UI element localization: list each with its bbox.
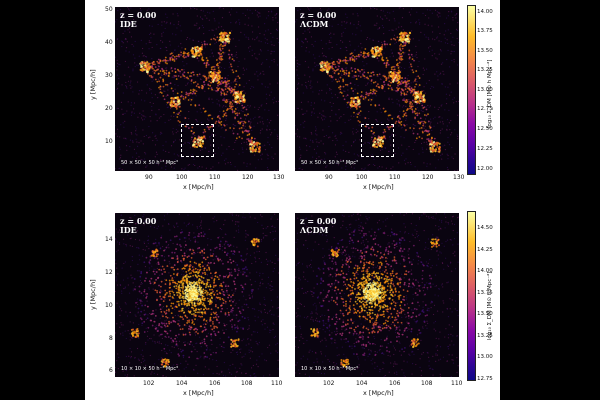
y-axis-label-top: y [Mpc/h] [89,69,97,100]
xtick: 102 [323,380,335,387]
ytick: 14 [105,236,113,243]
redshift-label: z = 0.00 [300,216,337,226]
xtick: 104 [176,380,188,387]
xtick: 90 [325,174,333,181]
redshift-label: z = 0.00 [300,10,337,20]
model-label: IDE [120,19,137,29]
zoom-region-box [181,124,214,157]
model-label: ΛCDM [300,225,329,235]
ytick: 12 [105,269,113,276]
cbar-tick: 13.75 [477,290,493,296]
cbar-tick: 12.75 [477,376,493,382]
x-axis-label-top-left: x [Mpc/h] [183,183,214,191]
xtick: 110 [209,174,221,181]
xtick: 110 [271,380,283,387]
ytick: 10 [105,138,113,145]
zoom-region-box [361,124,394,157]
model-label: IDE [120,225,137,235]
panel-bottom-ide: z = 0.00 IDE 10 × 10 × 50 h⁻³ Mpc³ [115,213,279,377]
density-map-top-lcdm [295,7,459,171]
ytick: 40 [105,39,113,46]
x-axis-label-bottom-right: x [Mpc/h] [363,389,394,397]
xtick: 104 [356,380,368,387]
xtick: 90 [145,174,153,181]
density-map-bottom-ide [115,213,279,377]
model-label: ΛCDM [300,19,329,29]
cbar-tick: 14.00 [477,9,493,15]
redshift-label: z = 0.00 [120,216,157,226]
redshift-label: z = 0.00 [120,10,157,20]
box-size-label: 50 × 50 × 50 h⁻³ Mpc³ [301,160,359,166]
y-axis-label-bottom: y [Mpc/h] [89,279,97,310]
cbar-tick: 12.75 [477,106,493,112]
box-size-label: 10 × 10 × 50 h⁻³ Mpc³ [121,366,179,372]
xtick: 120 [422,174,434,181]
figure: z = 0.00 IDE 50 × 50 × 50 h⁻³ Mpc³ z = 0.… [85,0,500,400]
colorbar-top [467,5,476,175]
x-axis-label-bottom-left: x [Mpc/h] [183,389,214,397]
ytick: 50 [105,6,113,13]
xtick: 130 [453,174,465,181]
cbar-tick: 14.25 [477,247,493,253]
ytick: 10 [105,302,113,309]
xtick: 106 [209,380,221,387]
cbar-tick: 13.25 [477,333,493,339]
cbar-tick: 13.50 [477,311,493,317]
density-map-bottom-lcdm [295,213,459,377]
ytick: 30 [105,72,113,79]
colorbar-bottom [467,211,476,381]
xtick: 100 [356,174,368,181]
box-size-label: 50 × 50 × 50 h⁻³ Mpc³ [121,160,179,166]
colorbar-label-top: log₁₀ Σ_DM [M⊙ h Mpc⁻²] [487,59,493,129]
panel-top-lcdm: z = 0.00 ΛCDM 50 × 50 × 50 h⁻³ Mpc³ [295,7,459,171]
panel-top-ide: z = 0.00 IDE 50 × 50 × 50 h⁻³ Mpc³ [115,7,279,171]
colorbar-label-bottom: log₁₀ Σ_DM [M⊙ h Mpc⁻²] [487,271,493,341]
xtick: 130 [273,174,285,181]
xtick: 110 [389,174,401,181]
xtick: 106 [389,380,401,387]
cbar-tick: 14.00 [477,268,493,274]
cbar-tick: 12.00 [477,166,493,172]
ytick: 20 [105,105,113,112]
cbar-tick: 13.00 [477,354,493,360]
ytick: 6 [109,367,113,374]
cbar-tick: 13.00 [477,87,493,93]
cbar-tick: 13.50 [477,48,493,54]
cbar-tick: 13.25 [477,67,493,73]
density-map-top-ide [115,7,279,171]
cbar-tick: 12.50 [477,126,493,132]
xtick: 102 [143,380,155,387]
xtick: 108 [421,380,433,387]
cbar-tick: 13.75 [477,28,493,34]
xtick: 110 [451,380,463,387]
x-axis-label-top-right: x [Mpc/h] [363,183,394,191]
xtick: 100 [176,174,188,181]
cbar-tick: 14.50 [477,225,493,231]
ytick: 8 [109,335,113,342]
xtick: 120 [242,174,254,181]
panel-bottom-lcdm: z = 0.00 ΛCDM 10 × 10 × 50 h⁻³ Mpc³ [295,213,459,377]
xtick: 108 [241,380,253,387]
box-size-label: 10 × 10 × 50 h⁻³ Mpc³ [301,366,359,372]
cbar-tick: 12.25 [477,146,493,152]
